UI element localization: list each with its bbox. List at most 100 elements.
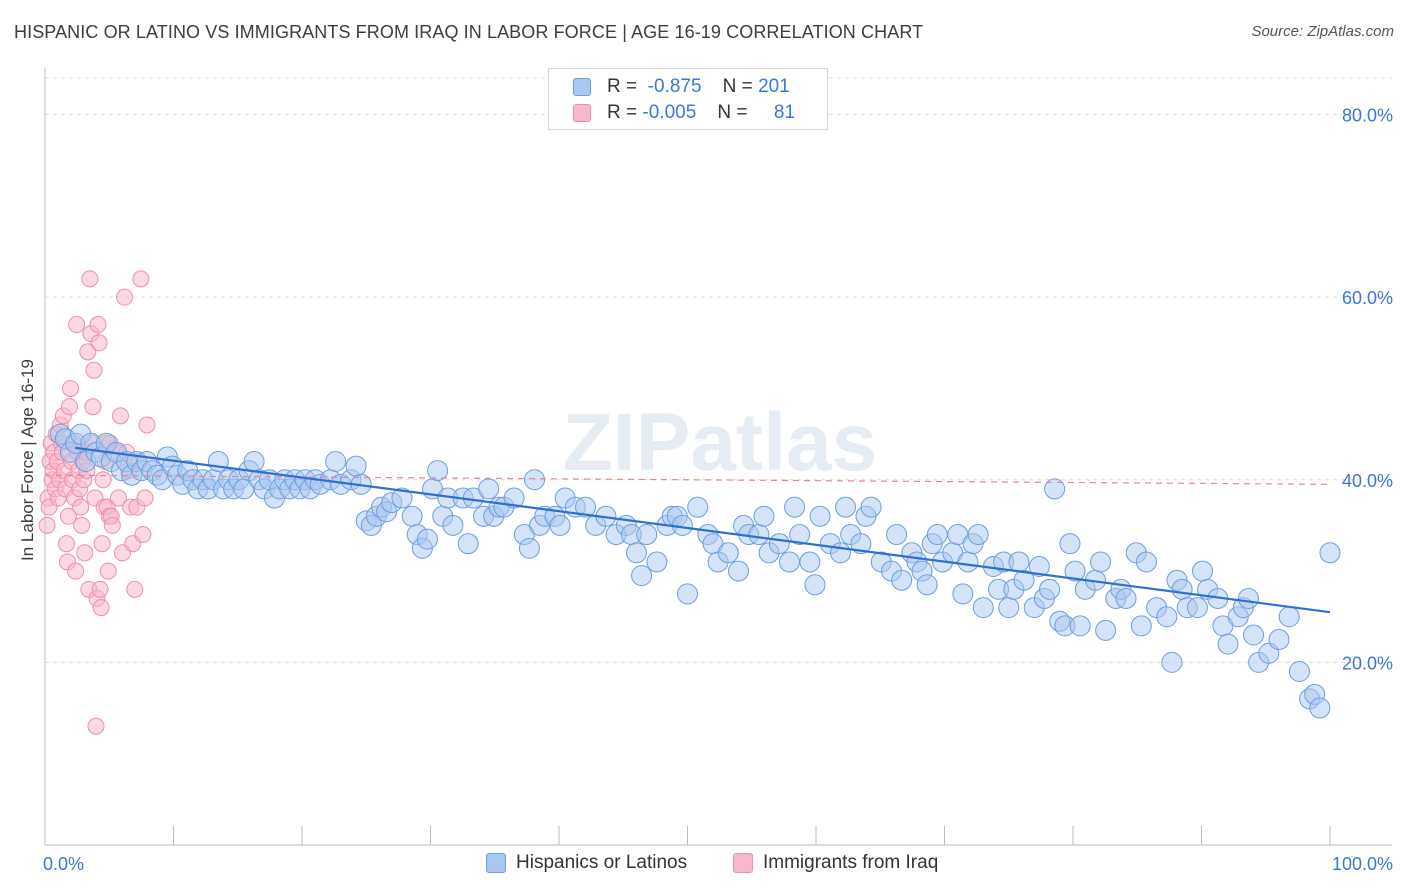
hispanic-point [972,597,994,619]
hispanic-point [401,505,423,527]
iraq-points [38,270,156,735]
hispanic-point [1130,615,1152,637]
n-value: 81 [773,102,796,123]
hispanic-point [926,524,948,546]
hispanic-point [646,551,668,573]
iraq-point [109,489,127,507]
hispanic-trend-line [74,446,1331,614]
iraq-point [57,535,75,553]
hispanic-point [1243,624,1265,646]
iraq-point [67,562,85,580]
x-tick-label: 100.0% [1332,854,1393,874]
legend-item-iraq[interactable]: Immigrants from Iraq [733,852,938,874]
hispanic-point [753,505,775,527]
hispanic-point [626,542,648,564]
hispanic-point [478,478,500,500]
iraq-point [138,416,156,434]
hispanic-point [677,583,698,605]
hispanic-point [967,524,989,546]
hispanic-point [727,560,749,582]
hispanic-point [1044,478,1066,500]
hispanic-point [1156,606,1178,628]
hispanic-point [1268,629,1290,651]
hispanic-point [345,455,367,477]
hispanic-point [778,551,800,573]
hispanic-point [1095,619,1117,641]
hispanic-point [748,524,770,546]
hispanic-point [891,569,913,591]
iraq-point [73,516,91,534]
hispanic-point [518,537,540,559]
hispanic-point [916,574,938,596]
x-tick-label: 0.0% [43,854,84,874]
y-tick-label: 40.0% [1342,471,1393,491]
iraq-point [94,471,112,489]
iraq-trend-line [44,474,1331,485]
hispanic-point [1237,587,1259,609]
iraq-point [132,270,150,288]
hispanic-point [1008,551,1030,573]
hispanic-point [1028,556,1050,578]
hispanic-point [631,565,653,587]
hispanic-point [789,524,811,546]
iraq-point [76,544,94,562]
hispanic-point [416,528,438,550]
hispanic-point [784,496,806,518]
hispanic-points [49,423,1341,719]
r-label: R = [607,102,638,123]
iraq-point [116,288,134,306]
hispanic-point [442,514,464,536]
hispanic-point [1171,578,1193,600]
iraq-point [136,489,154,507]
hispanic-point [1135,551,1157,573]
hispanic-point [804,574,826,596]
hispanic-point [835,496,857,518]
hispanic-point [243,451,265,472]
hispanic-point [829,542,851,564]
r-value: -0.875 [647,76,702,97]
hispanic-point [325,451,347,472]
iraq-point [81,270,99,288]
stats-row-iraq: R = -0.005 N = 81 [573,100,795,126]
iraq-point [111,407,129,425]
hispanic-point [575,496,597,518]
iraq-point [89,316,107,334]
legend-item-hispanic[interactable]: Hispanics or Latinos [486,852,687,874]
pink-swatch [573,104,591,122]
y-axis-label: In Labor Force | Age 16-19 [18,359,37,561]
iraq-point [91,580,109,598]
hispanic-point [1186,597,1208,619]
hispanic-point [1069,615,1091,637]
r-label: R = [607,76,638,97]
iraq-point [134,526,152,544]
source-label: Source: ZipAtlas.com [1251,23,1394,40]
iraq-point [93,535,111,553]
n-value: 201 [758,76,790,97]
hispanic-point [1161,651,1183,673]
n-label: N = [717,102,748,123]
iraq-point [87,717,105,735]
legend-label: Immigrants from Iraq [763,852,939,873]
iraq-point [68,316,86,334]
hispanic-point [998,597,1020,619]
iraq-point [38,516,56,534]
iraq-point [72,498,90,516]
gridlines [45,77,1392,663]
hispanic-point [1192,560,1214,582]
hispanic-point [809,505,831,527]
hispanic-point [1013,569,1035,591]
hispanic-point [457,533,479,555]
hispanic-point [1090,551,1112,573]
hispanic-point [952,583,974,605]
iraq-point [61,379,79,397]
hispanic-point [1319,542,1341,564]
iraq-point [99,562,117,580]
trend-lines [44,446,1331,614]
hispanic-point [717,542,739,564]
y-tick-label: 60.0% [1342,288,1393,308]
hispanic-point [1064,560,1086,582]
hispanic-point [524,469,546,491]
hispanic-point [427,460,449,482]
hispanic-point [549,514,571,536]
